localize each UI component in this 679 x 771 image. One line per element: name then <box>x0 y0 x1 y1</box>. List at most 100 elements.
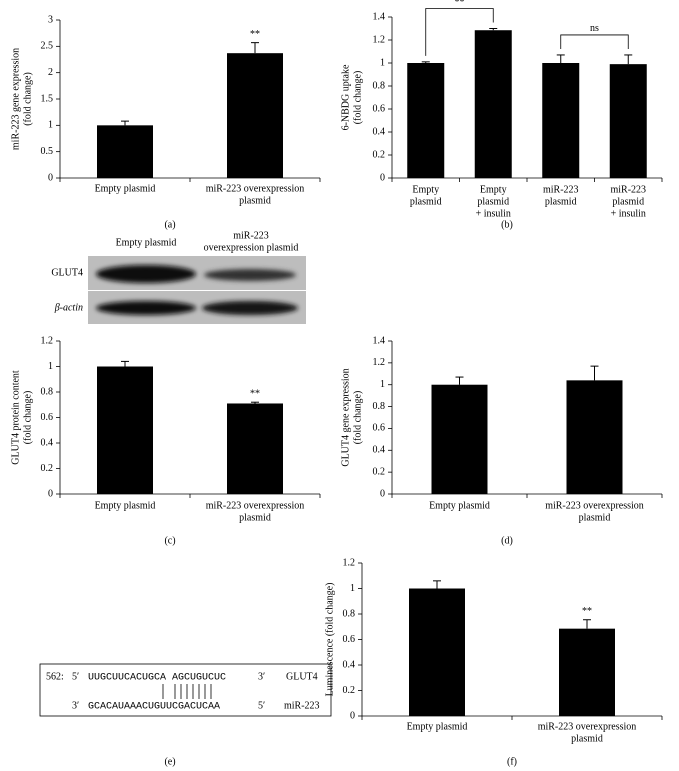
panel-caption: (b) <box>501 219 513 230</box>
x-tick-label: Empty <box>412 184 439 195</box>
sequence-panel: 562: 5′ UUGCUUCACUGCA AGCUGUCUC 3′ GLUT4… <box>39 663 332 767</box>
error-bar <box>421 61 430 63</box>
x-tick-label: plasmid <box>239 512 271 523</box>
error-bar <box>251 401 259 404</box>
blot-row-label: β-actin <box>54 302 83 313</box>
y-tick-label: 0.2 <box>343 685 356 696</box>
error-bar <box>121 360 129 367</box>
sequence-end: 3′ <box>72 700 79 711</box>
bar <box>409 588 465 716</box>
x-tick-label: + insulin <box>611 208 646 219</box>
bar <box>609 64 647 178</box>
y-tick-label: 0.8 <box>373 401 386 412</box>
y-tick-label: 0.6 <box>373 423 386 434</box>
x-tick-label: miR-223 <box>610 184 646 195</box>
y-tick-label: 0 <box>350 710 355 721</box>
y-tick-label: 0 <box>48 488 53 499</box>
y-tick-label: 0.5 <box>41 146 54 157</box>
sequence-name: miR-223 <box>284 700 320 711</box>
x-tick-label: miR-223 overexpression <box>545 500 644 511</box>
x-tick-label: Empty plasmid <box>95 183 156 194</box>
error-bar <box>121 120 129 126</box>
bar <box>431 384 488 494</box>
blot-band <box>204 269 296 281</box>
significance-label: ** <box>582 606 592 617</box>
x-tick-label: miR-223 overexpression <box>206 183 305 194</box>
y-tick-label: 1.4 <box>373 11 386 22</box>
base-pairs <box>162 684 212 699</box>
error-bar <box>624 54 633 65</box>
y-tick-label: 1 <box>380 57 385 68</box>
y-tick-label: 1.2 <box>41 335 54 346</box>
western-blot: Empty plasmid miR-223 overexpression pla… <box>51 230 306 324</box>
y-tick-label: 0.6 <box>41 412 54 423</box>
x-tick-label: Empty plasmid <box>407 721 468 732</box>
y-tick-label: 2 <box>48 67 53 78</box>
y-axis-label: miR-223 gene expression <box>10 48 21 150</box>
panel-caption: (c) <box>164 535 175 546</box>
significance-label: ns <box>590 23 599 34</box>
y-tick-label: 1.2 <box>373 34 386 45</box>
blot-band <box>96 265 196 283</box>
y-axis-label: Luminescence (fold change) <box>324 583 335 697</box>
x-tick-label: Empty <box>480 184 507 195</box>
x-tick-label: + insulin <box>476 208 511 219</box>
sequence-end: 5′ <box>258 700 265 711</box>
x-tick-label: plasmid <box>571 733 603 744</box>
bar <box>227 53 283 178</box>
x-tick-label: plasmid <box>239 195 271 206</box>
sequence-box <box>39 663 332 717</box>
panel-caption: (f) <box>507 756 517 767</box>
y-tick-label: 1.5 <box>41 93 54 104</box>
sequence-end: 3′ <box>258 671 265 682</box>
y-tick-label: 0.6 <box>373 103 386 114</box>
y-axis-label: (fold change) <box>22 72 33 126</box>
y-axis-label: (fold change) <box>352 71 363 125</box>
y-tick-label: 1.2 <box>343 557 356 568</box>
bar <box>97 366 153 494</box>
error-bar <box>433 580 441 589</box>
y-tick-label: 1 <box>380 379 385 390</box>
y-tick-label: 0.4 <box>343 659 356 670</box>
sequence-end: 5′ <box>72 671 79 682</box>
y-tick-label: 1 <box>48 120 53 131</box>
y-tick-label: 2.5 <box>41 41 54 52</box>
significance-label: ** <box>250 388 260 399</box>
significance-bracket <box>425 8 494 56</box>
x-tick-label: plasmid <box>410 196 442 207</box>
blot-column-label: miR-223 <box>233 230 269 241</box>
y-tick-label: 3 <box>48 14 53 25</box>
y-axis-label: 6-NBDG uptake <box>340 64 351 130</box>
y-axis-label: GLUT4 gene expression <box>340 368 351 466</box>
sequence-position: 562: <box>46 671 64 682</box>
error-bar <box>251 42 259 54</box>
y-tick-label: 0.2 <box>373 466 386 477</box>
y-tick-label: 1 <box>48 361 53 372</box>
blot-column-label: Empty plasmid <box>116 237 177 248</box>
error-bar <box>583 619 591 629</box>
y-tick-label: 1.4 <box>373 335 386 346</box>
bar <box>566 380 623 494</box>
x-tick-label: miR-223 overexpression <box>538 721 637 732</box>
error-bar <box>455 376 464 385</box>
bar <box>227 403 283 494</box>
sequence: UUGCUUCACUGCA AGCUGUCUC <box>88 673 226 684</box>
blot-band <box>202 301 298 315</box>
x-tick-label: Empty plasmid <box>95 500 156 511</box>
error-bar <box>556 54 565 63</box>
x-tick-label: plasmid <box>545 196 577 207</box>
y-tick-label: 0 <box>380 172 385 183</box>
y-axis-label: (fold change) <box>22 391 33 445</box>
x-tick-label: plasmid <box>612 196 644 207</box>
bar <box>474 30 512 178</box>
y-tick-label: 0.2 <box>373 149 386 160</box>
bar <box>542 63 580 178</box>
error-bar <box>489 28 498 31</box>
y-tick-label: 0.2 <box>41 463 54 474</box>
blot-band <box>96 301 196 315</box>
y-tick-label: 0 <box>380 488 385 499</box>
panel-caption: (d) <box>501 535 513 546</box>
y-axis-label: (fold change) <box>352 391 363 445</box>
significance-bracket <box>560 34 629 49</box>
x-tick-label: miR-223 overexpression <box>206 500 305 511</box>
